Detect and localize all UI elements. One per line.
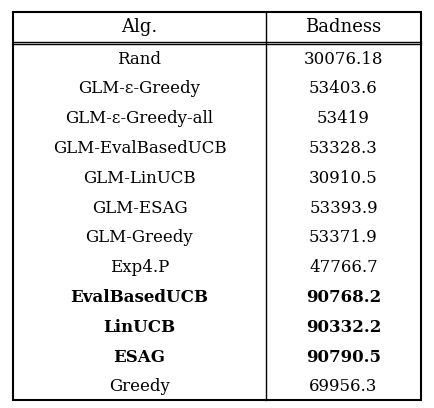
Text: Exp4.P: Exp4.P (110, 259, 169, 276)
Text: 90332.2: 90332.2 (306, 319, 381, 336)
Text: GLM-LinUCB: GLM-LinUCB (83, 170, 196, 187)
Text: Alg.: Alg. (122, 18, 158, 36)
Text: Rand: Rand (118, 51, 161, 67)
Text: 90768.2: 90768.2 (306, 289, 381, 306)
Text: 53328.3: 53328.3 (309, 140, 378, 157)
Text: 30076.18: 30076.18 (304, 51, 383, 67)
Text: GLM-EvalBasedUCB: GLM-EvalBasedUCB (53, 140, 226, 157)
Text: LinUCB: LinUCB (103, 319, 175, 336)
Text: EvalBasedUCB: EvalBasedUCB (70, 289, 208, 306)
Text: GLM-ESAG: GLM-ESAG (92, 200, 187, 217)
Text: Greedy: Greedy (109, 379, 170, 395)
Text: GLM-ε-Greedy: GLM-ε-Greedy (79, 80, 201, 98)
Text: 53371.9: 53371.9 (309, 229, 378, 246)
Text: 53403.6: 53403.6 (309, 80, 378, 98)
Text: 69956.3: 69956.3 (309, 379, 378, 395)
Text: 53419: 53419 (317, 110, 370, 127)
Text: ESAG: ESAG (113, 349, 165, 366)
Text: 53393.9: 53393.9 (309, 200, 378, 217)
Text: 47766.7: 47766.7 (309, 259, 378, 276)
Text: GLM-ε-Greedy-all: GLM-ε-Greedy-all (66, 110, 214, 127)
Text: GLM-Greedy: GLM-Greedy (85, 229, 194, 246)
Text: Badness: Badness (306, 18, 381, 36)
Text: 90790.5: 90790.5 (306, 349, 381, 366)
Text: 30910.5: 30910.5 (309, 170, 378, 187)
